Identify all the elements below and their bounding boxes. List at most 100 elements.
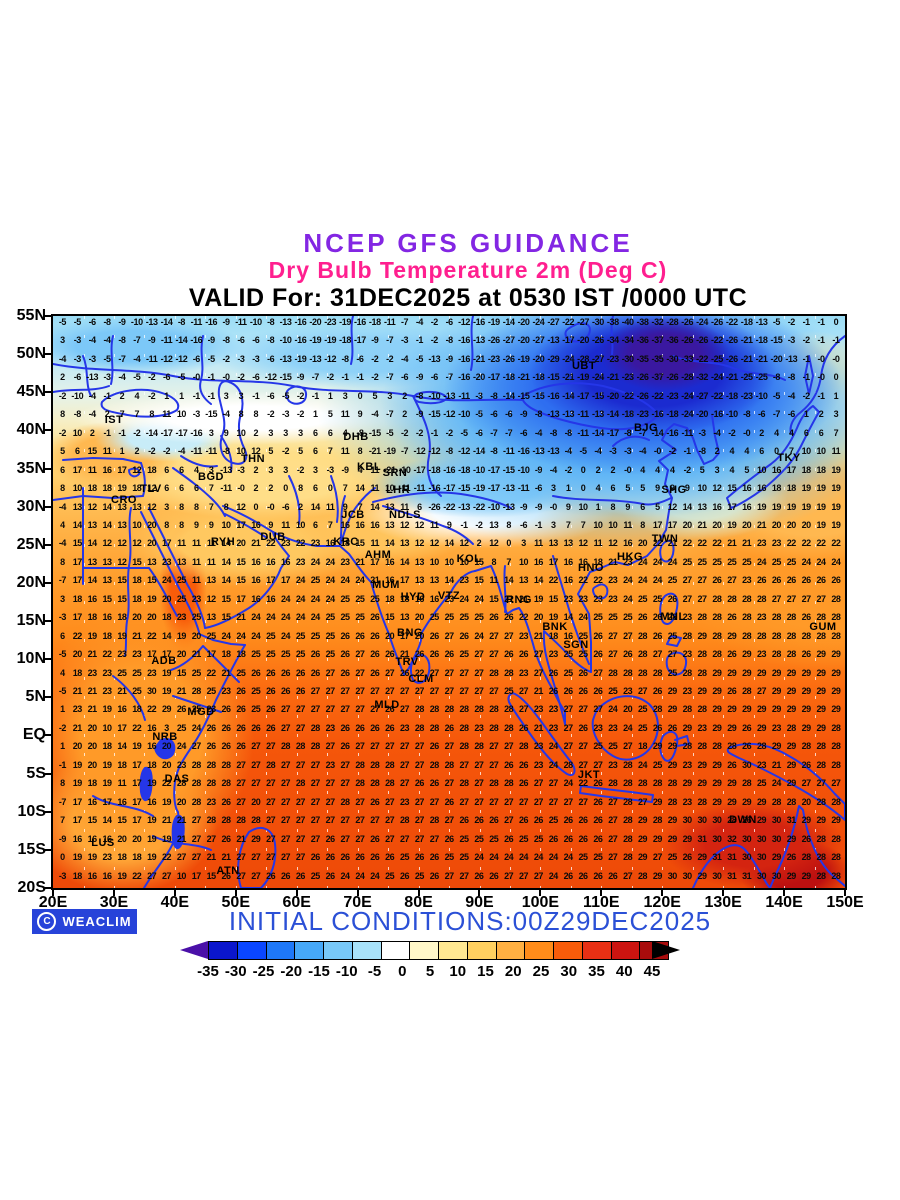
grid-value: 27 bbox=[355, 741, 365, 752]
lat-tick bbox=[43, 391, 51, 394]
grid-value: 28 bbox=[370, 778, 380, 789]
lon-label-80e: 80E bbox=[404, 894, 433, 911]
grid-value: 0 bbox=[833, 317, 839, 327]
grid-value: 28 bbox=[712, 630, 722, 641]
page-title: NCEP GFS GUIDANCE bbox=[303, 228, 633, 258]
grid-value: 16 bbox=[756, 483, 767, 493]
station-label-hyd: HYD bbox=[400, 591, 426, 603]
grid-value: 28 bbox=[191, 759, 202, 770]
graticule-column bbox=[174, 316, 176, 888]
grid-value: 28 bbox=[637, 778, 648, 789]
grid-value: 25 bbox=[682, 556, 693, 567]
grid-value: 17 bbox=[72, 815, 83, 826]
grid-value: -11 bbox=[384, 317, 396, 327]
grid-value: 27 bbox=[310, 815, 321, 826]
grid-value: 16 bbox=[414, 593, 425, 604]
grid-value: 23 bbox=[72, 704, 83, 715]
grid-value: 27 bbox=[385, 815, 395, 826]
grid-value: 12 bbox=[667, 501, 678, 512]
station-label-ist: IST bbox=[104, 414, 124, 426]
station-label-clm: CLM bbox=[408, 673, 434, 685]
grid-value: 13 bbox=[87, 519, 98, 530]
grid-value: 0 bbox=[357, 390, 363, 401]
grid-value: 5 bbox=[625, 483, 630, 493]
grid-value: 29 bbox=[637, 815, 648, 826]
grid-value: -3 bbox=[58, 870, 67, 881]
lat-tick bbox=[43, 543, 51, 546]
coastline-borders-overlay bbox=[53, 316, 845, 888]
grid-value: 9 bbox=[268, 519, 273, 530]
grid-value: 3 bbox=[164, 501, 169, 512]
grid-value: 24 bbox=[474, 593, 484, 604]
grid-value: 29 bbox=[786, 870, 797, 881]
grid-value: 26 bbox=[623, 649, 633, 660]
grid-value: -26 bbox=[487, 335, 500, 346]
grid-value: 19 bbox=[816, 501, 826, 512]
grid-value: 28 bbox=[385, 759, 395, 770]
grid-value: 5 bbox=[699, 464, 705, 475]
grid-value: 8 bbox=[194, 501, 199, 512]
grid-value: -3 bbox=[326, 464, 335, 475]
grid-value: 12 bbox=[459, 538, 469, 549]
grid-value: 23 bbox=[325, 759, 336, 770]
lake-victoria bbox=[154, 738, 176, 760]
grid-value: 26 bbox=[801, 612, 812, 623]
grid-value: -1 bbox=[817, 390, 825, 401]
grid-value: 28 bbox=[489, 778, 499, 789]
grid-value: 18 bbox=[236, 649, 246, 660]
grid-value: 27 bbox=[652, 649, 663, 660]
grid-value: 26 bbox=[251, 667, 261, 678]
grid-value: 26 bbox=[563, 870, 574, 881]
grid-value: 13 bbox=[206, 575, 217, 586]
grid-value: -13 bbox=[502, 501, 515, 512]
grid-value: -10 bbox=[725, 409, 738, 420]
grid-value: 30 bbox=[742, 833, 752, 844]
indus-river bbox=[339, 495, 346, 547]
lon-label-50e: 50E bbox=[221, 894, 250, 911]
grid-value: 26 bbox=[578, 722, 588, 733]
grid-value: 1 bbox=[119, 446, 125, 457]
station-label-atn: ATN bbox=[216, 865, 240, 877]
grid-value: 24 bbox=[667, 556, 678, 567]
grid-value: 28 bbox=[623, 815, 633, 826]
colorbar-segment bbox=[553, 941, 582, 960]
grid-value: 19 bbox=[117, 870, 127, 881]
grid-value: -11 bbox=[146, 353, 158, 364]
grid-value: 26 bbox=[236, 704, 246, 715]
grid-value: -18 bbox=[666, 409, 679, 420]
grid-value: 13 bbox=[117, 501, 127, 512]
grid-value: 25 bbox=[280, 649, 291, 660]
grid-value: 27 bbox=[623, 630, 633, 641]
grid-value: -36 bbox=[636, 335, 649, 346]
lon-tick bbox=[112, 888, 115, 896]
grid-value: 19 bbox=[72, 852, 83, 862]
grid-value: 26 bbox=[518, 759, 529, 770]
grid-value: 13 bbox=[429, 575, 440, 586]
grid-value: 26 bbox=[221, 796, 231, 807]
grid-value: 19 bbox=[801, 501, 812, 512]
grid-value: 15 bbox=[221, 612, 231, 623]
graticule-column bbox=[418, 316, 420, 888]
colorbar-segment bbox=[495, 941, 525, 960]
graticule-column bbox=[357, 316, 359, 888]
grid-value: 27 bbox=[355, 796, 365, 807]
grid-value: -15 bbox=[458, 483, 470, 493]
grid-value: -10 bbox=[249, 317, 262, 327]
grid-value: -18 bbox=[502, 372, 515, 383]
grid-value: 20 bbox=[236, 538, 246, 549]
grid-value: 29 bbox=[667, 833, 678, 844]
grid-value: 22 bbox=[652, 538, 663, 549]
grid-value: 29 bbox=[831, 704, 841, 715]
grid-value: 24 bbox=[325, 593, 336, 604]
grid-value: -11 bbox=[458, 390, 470, 401]
grid-value: 15 bbox=[117, 575, 127, 586]
grid-value: 22 bbox=[414, 667, 425, 678]
grid-value: 30 bbox=[712, 833, 722, 844]
grid-value: 29 bbox=[667, 704, 678, 715]
grid-value: 17 bbox=[132, 778, 142, 789]
grid-value: 11 bbox=[87, 464, 97, 475]
grid-value: 19 bbox=[87, 630, 98, 641]
grid-value: -16 bbox=[517, 446, 530, 457]
grid-value: -8 bbox=[267, 317, 275, 327]
grid-value: 28 bbox=[742, 612, 752, 623]
